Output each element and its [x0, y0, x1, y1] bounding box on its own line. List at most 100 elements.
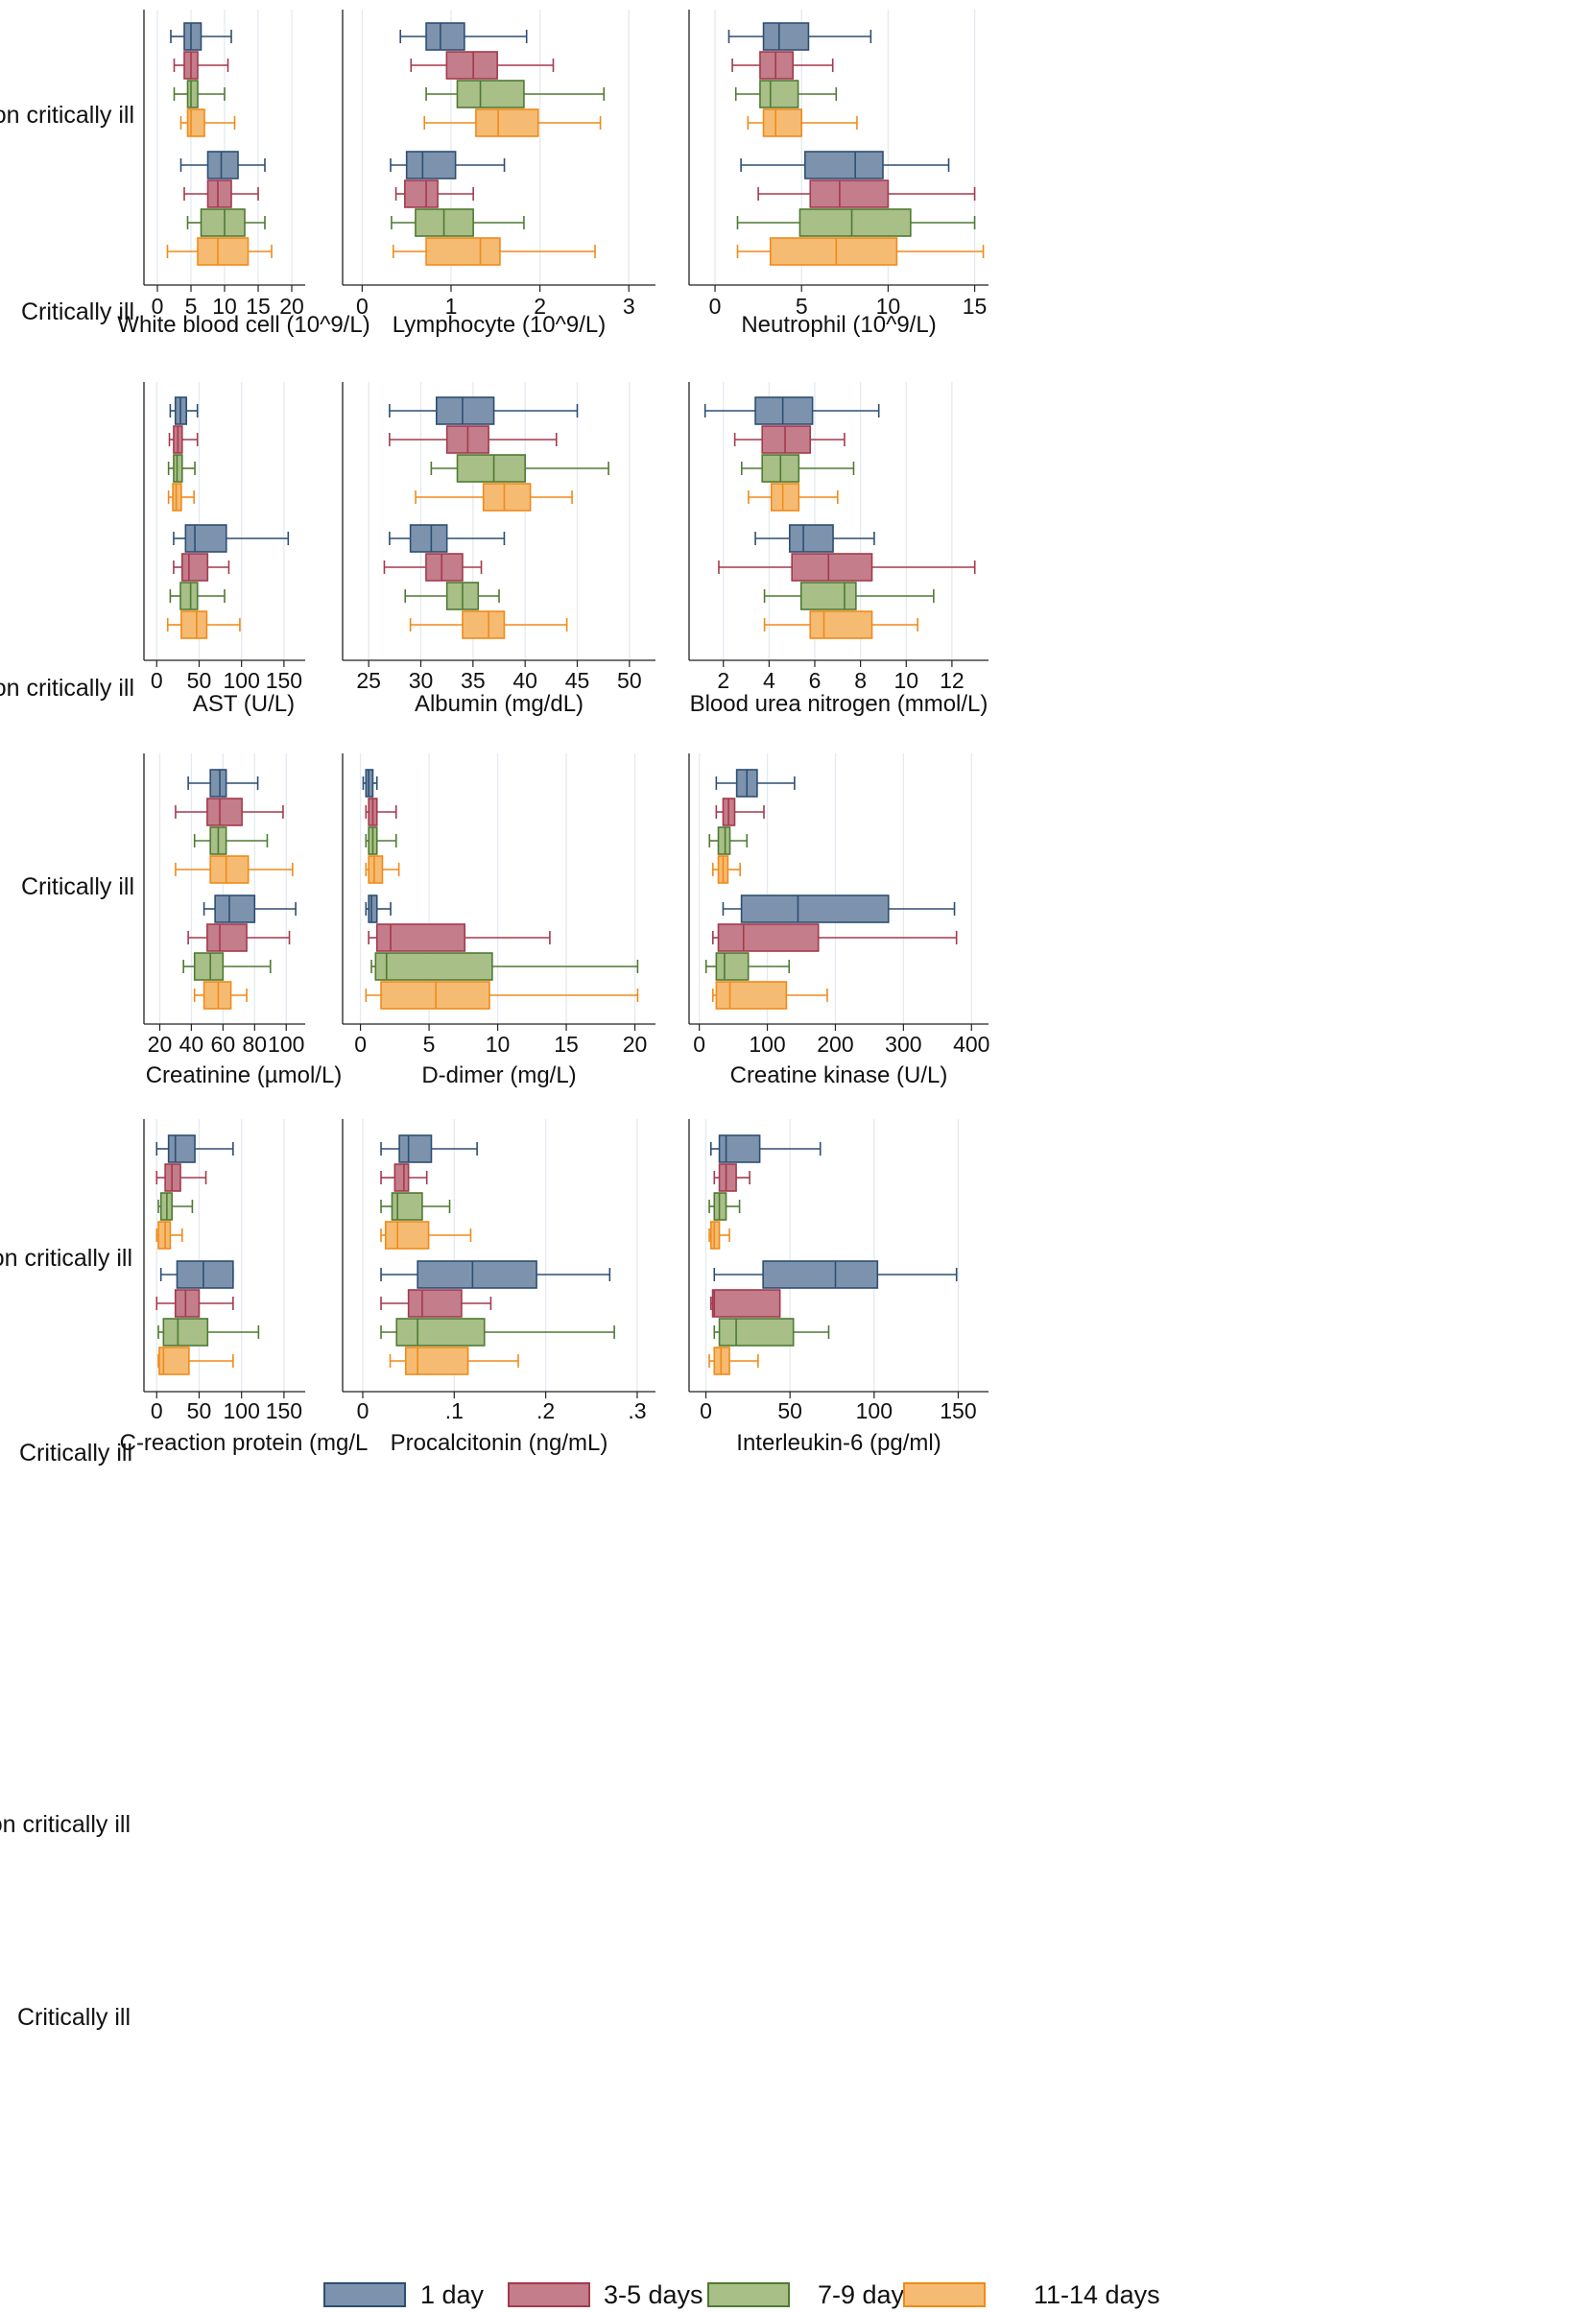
iqr-box [214, 894, 256, 923]
box-critically-ill-7-9-days [186, 208, 266, 237]
iqr-box [809, 179, 890, 208]
x-axis-title: White blood cell (10^9/L) [117, 312, 369, 338]
box-critically-ill-11-14-days [389, 1347, 519, 1375]
iqr-box [206, 179, 232, 208]
x-axis-title: D-dimer (mg/L) [421, 1062, 576, 1088]
box-non-critically-ill-3-5-days [365, 798, 397, 826]
x-axis-title: Creatinine (µmol/L) [146, 1062, 343, 1088]
iqr-box [157, 1221, 172, 1250]
box-critically-ill-1-day [179, 151, 266, 179]
x-tick-label: 20 [148, 1032, 173, 1057]
x-tick-label: 40 [512, 668, 537, 693]
box-non-critically-ill-7-9-days [365, 826, 397, 855]
legend-swatch [508, 2282, 590, 2307]
box-critically-ill-3-5-days [380, 1289, 492, 1318]
x-tick-label: 200 [817, 1032, 853, 1057]
legend-label: 11-14 days [1034, 2280, 1160, 2309]
box-critically-ill-1-day [389, 524, 506, 553]
box-non-critically-ill-1-day [380, 1134, 478, 1163]
box-non-critically-ill-11-14-days [748, 483, 839, 512]
box-non-critically-ill-1-day [715, 769, 796, 798]
iqr-box [762, 1260, 879, 1289]
legend-swatch [323, 2282, 406, 2307]
x-tick-label: 2 [534, 294, 546, 319]
box-non-critically-ill-11-14-days [155, 1221, 183, 1250]
x-tick-label: 0 [700, 1398, 712, 1423]
x-tick-label: 5 [185, 294, 198, 319]
iqr-box [202, 981, 232, 1010]
iqr-box [425, 553, 464, 582]
iqr-box [183, 22, 202, 51]
box-critically-ill-1-day [740, 151, 950, 179]
iqr-box [425, 22, 465, 51]
iqr-box [713, 1192, 727, 1221]
x-tick-label: .3 [628, 1398, 646, 1423]
x-tick-label: 80 [242, 1032, 267, 1057]
box-non-critically-ill-3-5-days [389, 425, 558, 454]
panel-albumin-mg-dl: 25 30 35 40 45 50 Albumin (mg/dL) [342, 382, 655, 717]
iqr-box [374, 952, 493, 981]
box-critically-ill-3-5-days [173, 553, 230, 582]
box-non-critically-ill-7-9-days [425, 80, 606, 108]
x-tick-label: 50 [777, 1398, 802, 1423]
iqr-box [186, 108, 205, 137]
legend-label: 3-5 days [604, 2280, 703, 2309]
x-tick-label: 150 [266, 1398, 302, 1423]
x-tick-label: 45 [565, 668, 590, 693]
x-tick-label: 3 [623, 294, 635, 319]
box-critically-ill-7-9-days [713, 1318, 830, 1347]
x-tick-label: 12 [940, 668, 965, 693]
iqr-box [186, 80, 199, 108]
box-critically-ill-3-5-days [394, 179, 474, 208]
box-critically-ill-11-14-days [157, 1347, 234, 1375]
box-non-critically-ill-7-9-days [430, 454, 609, 483]
iqr-box [368, 855, 384, 884]
iqr-box [398, 1134, 433, 1163]
group-label-critically-ill: Critically ill [21, 298, 134, 325]
iqr-box [209, 855, 250, 884]
box-critically-ill-1-day [713, 1260, 958, 1289]
legend-swatch [903, 2282, 986, 2307]
box-non-critically-ill-7-9-days [157, 1192, 194, 1221]
x-tick-label: 15 [554, 1032, 579, 1057]
box-non-critically-ill-3-5-days [168, 425, 199, 454]
box-non-critically-ill-7-9-days [708, 826, 749, 855]
x-tick-label: 50 [617, 668, 642, 693]
iqr-box [375, 923, 466, 952]
iqr-box [209, 769, 227, 798]
box-critically-ill-11-14-days [166, 237, 273, 266]
x-tick-label: .2 [536, 1398, 555, 1423]
iqr-box [475, 108, 539, 137]
iqr-box [799, 582, 857, 610]
x-axis-title: Lymphocyte (10^9/L) [393, 312, 606, 338]
iqr-box [407, 1289, 463, 1318]
group-label-non-critically-ill: Non critically ill [0, 1811, 131, 1838]
panel-procalcitonin-ng-ml: 0 .1 .2 .3 Procalcitonin (ng/mL) [342, 1119, 655, 1456]
box-non-critically-ill-11-14-days [167, 483, 195, 512]
x-tick-label: 15 [246, 294, 271, 319]
box-critically-ill-7-9-days [736, 208, 976, 237]
iqr-box [769, 237, 898, 266]
iqr-box [174, 1289, 201, 1318]
x-tick-label: 8 [854, 668, 867, 693]
box-non-critically-ill-7-9-days [740, 454, 855, 483]
x-tick-label: 6 [809, 668, 822, 693]
x-tick-label: 60 [211, 1032, 236, 1057]
group-label-non-critically-ill: Non critically ill [0, 102, 134, 129]
panel-neutrophil-10-9-l: 0 5 10 15 Neutrophil (10^9/L) [688, 10, 989, 338]
box-non-critically-ill-7-9-days [193, 826, 269, 855]
iqr-box [404, 179, 439, 208]
panel-d-dimer-mg-l: 0 5 10 15 20 D-dimer (mg/L) [342, 753, 655, 1088]
box-critically-ill-7-9-days [182, 952, 272, 981]
box-non-critically-ill-1-day [399, 22, 528, 51]
iqr-box [770, 483, 800, 512]
x-tick-label: 0 [693, 1032, 705, 1057]
iqr-box [176, 1260, 234, 1289]
iqr-box [391, 1192, 423, 1221]
iqr-box [718, 1318, 795, 1347]
x-tick-label: 30 [409, 668, 434, 693]
box-critically-ill-11-14-days [166, 610, 241, 639]
x-tick-label: 100 [223, 668, 259, 693]
x-tick-label: 10 [876, 294, 901, 319]
